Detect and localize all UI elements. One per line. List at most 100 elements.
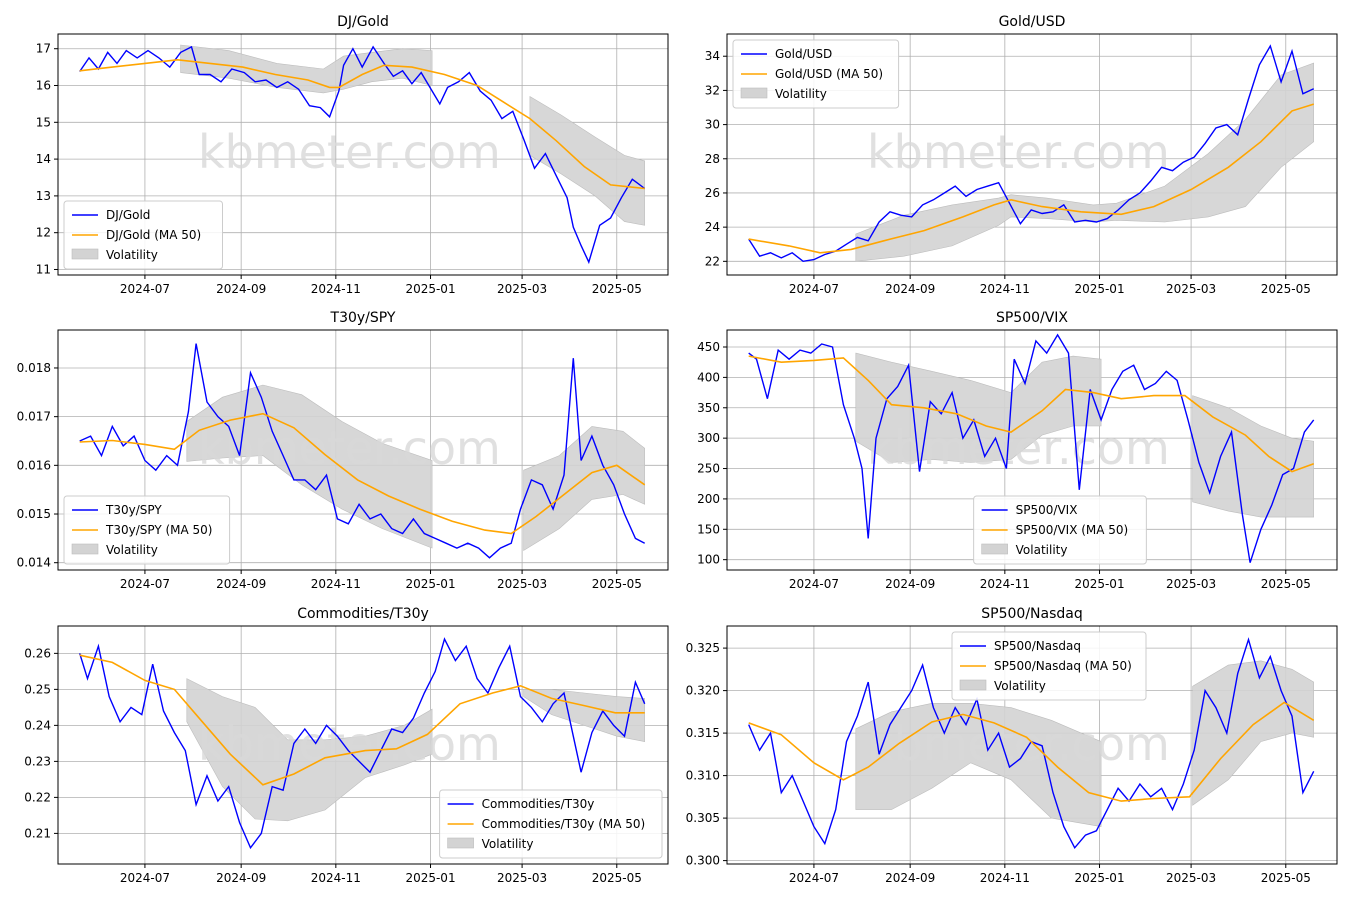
chart-panel: kbmeter.com 2024-07 2024-09 2024-11 2025-01 2… [697, 310, 1338, 591]
legend: DJ/Gold DJ/Gold (MA 50) Volatility [63, 200, 223, 270]
y-tick-label: 0.300 [686, 854, 720, 868]
ma-line [748, 103, 1314, 254]
x-tick-label: 2025-03 [1166, 577, 1216, 591]
legend-band-swatch [959, 679, 987, 691]
chart-panel: kbmeter.com 2024-07 2024-09 2024-11 2025-01 2… [17, 310, 669, 591]
series-line [79, 45, 646, 265]
y-tick-label: 0.25 [24, 682, 51, 696]
watermark: kbmeter.com [198, 717, 501, 771]
legend-band-label: Volatility [775, 87, 827, 101]
x-tick-label: 2025-01 [1074, 282, 1124, 296]
y-tick-label: 17 [36, 42, 51, 56]
chart-title: SP500/VIX [996, 310, 1068, 326]
volatility-band [1192, 660, 1314, 806]
legend-band-swatch [71, 543, 99, 555]
y-tick-label: 0.325 [686, 641, 720, 655]
axes-frame [57, 625, 669, 865]
chart-title: Gold/USD [999, 14, 1066, 30]
x-tick-label: 2024-07 [120, 577, 170, 591]
y-tick-label: 300 [697, 431, 720, 445]
y-tick-label: 11 [36, 262, 51, 276]
x-tick-label: 2024-11 [311, 577, 361, 591]
watermark: kbmeter.com [867, 717, 1170, 771]
legend-series-label: SP500/Nasdaq [994, 639, 1081, 653]
chart-title: SP500/Nasdaq [981, 606, 1082, 622]
ma-line [79, 654, 645, 786]
y-tick-label: 250 [697, 462, 720, 476]
series-line [748, 333, 1315, 563]
legend-box [439, 789, 663, 859]
y-tick-label: 26 [705, 186, 720, 200]
volatility-band [186, 678, 433, 822]
x-tick-label: 2025-05 [1261, 871, 1311, 885]
chart-title: DJ/Gold [337, 14, 389, 30]
volatility-band [523, 689, 645, 742]
x-tick-label: 2024-11 [311, 871, 361, 885]
x-tick-label: 2024-09 [216, 871, 266, 885]
x-tick-label: 2025-03 [497, 577, 547, 591]
legend-ma-label: DJ/Gold (MA 50) [106, 228, 201, 242]
watermark: kbmeter.com [867, 421, 1170, 475]
x-tick-label: 2024-07 [120, 282, 170, 296]
x-tick-label: 2025-05 [592, 871, 642, 885]
y-tick-label: 450 [697, 340, 720, 354]
y-tick-label: 0.21 [24, 826, 51, 840]
axes-frame [726, 33, 1338, 276]
x-tick-label: 2025-01 [1074, 577, 1124, 591]
legend-band-label: Volatility [994, 679, 1046, 693]
y-tick-label: 13 [36, 189, 51, 203]
watermark: kbmeter.com [198, 125, 501, 179]
legend-band-swatch [981, 543, 1008, 555]
x-tick-label: 2024-07 [789, 871, 839, 885]
legend-band-swatch [740, 87, 768, 99]
x-tick-label: 2024-07 [120, 871, 170, 885]
x-tick-label: 2024-09 [885, 577, 935, 591]
legend-band-label: Volatility [1016, 543, 1068, 557]
x-tick-label: 2025-05 [592, 577, 642, 591]
y-tick-label: 24 [705, 220, 720, 234]
y-tick-label: 16 [36, 79, 51, 93]
chart-panel: kbmeter.com 2024-07 2024-09 2024-11 2025-01 2… [36, 14, 669, 296]
y-tick-label: 0.320 [686, 684, 720, 698]
y-tick-label: 100 [697, 553, 720, 567]
volatility-band [186, 384, 433, 549]
legend-box [732, 39, 900, 109]
x-tick-label: 2025-05 [1261, 282, 1311, 296]
y-tick-label: 0.310 [686, 769, 720, 783]
y-tick-label: 15 [36, 115, 51, 129]
legend-box [973, 495, 1147, 565]
legend-band-label: Volatility [106, 248, 158, 262]
x-tick-label: 2024-07 [789, 577, 839, 591]
legend-ma-label: T30y/SPY (MA 50) [105, 523, 213, 537]
y-tick-label: 200 [697, 492, 720, 506]
x-tick-label: 2024-11 [311, 282, 361, 296]
legend-box [951, 631, 1147, 701]
legend-series-label: T30y/SPY [105, 503, 162, 517]
volatility-band [523, 426, 645, 552]
y-tick-label: 0.305 [686, 811, 720, 825]
x-tick-label: 2025-05 [1261, 577, 1311, 591]
y-tick-label: 32 [705, 83, 720, 97]
x-tick-label: 2025-03 [1166, 282, 1216, 296]
x-tick-label: 2025-01 [405, 871, 455, 885]
x-tick-label: 2024-11 [980, 282, 1030, 296]
legend-series-label: DJ/Gold [106, 208, 150, 222]
x-tick-label: 2025-03 [497, 282, 547, 296]
watermark: kbmeter.com [867, 125, 1170, 179]
legend-band-label: Volatility [106, 543, 158, 557]
series-line [79, 343, 646, 559]
legend: SP500/Nasdaq SP500/Nasdaq (MA 50) Volatili… [951, 631, 1147, 701]
x-tick-label: 2024-09 [885, 871, 935, 885]
legend: Gold/USD Gold/USD (MA 50) Volatility [732, 39, 900, 109]
volatility-band [1192, 395, 1314, 518]
watermark: kbmeter.com [198, 421, 501, 475]
y-tick-label: 0.018 [17, 361, 51, 375]
y-tick-label: 0.23 [24, 754, 51, 768]
series-line [79, 637, 646, 850]
y-tick-label: 0.24 [24, 718, 51, 732]
ma-line [748, 701, 1315, 802]
legend-box [63, 495, 231, 565]
legend-ma-label: Gold/USD (MA 50) [775, 67, 883, 81]
volatility-band [180, 44, 433, 94]
